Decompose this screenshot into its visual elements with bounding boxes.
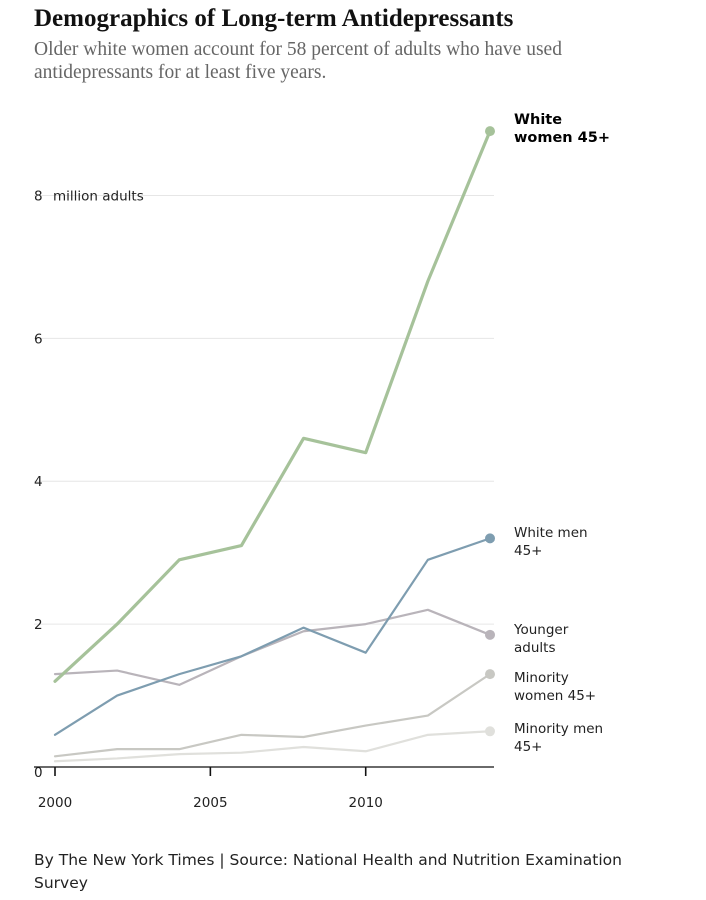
chart-subtitle: Older white women account for 58 percent… — [34, 39, 562, 83]
y-tick-label-8: 8 — [34, 188, 43, 204]
series-label-white-men-45: White men 45+ — [514, 525, 588, 559]
line-chart: 0 2 4 6 8 million adults 2000 2005 2010 Minorit… — [34, 112, 610, 811]
x-axis: 2000 2005 2010 — [34, 766, 494, 811]
y-tick-label-6: 6 — [34, 331, 43, 347]
y-tick-label-4: 4 — [34, 474, 43, 490]
series-line-white-men-45 — [53, 537, 492, 736]
series-endpoint-minority-women-45 — [485, 669, 495, 680]
series-line-minority-men-45 — [53, 730, 492, 763]
series-endpoint-white-men-45 — [485, 533, 495, 544]
series-label-white-women-45: White women 45+ — [514, 112, 610, 146]
gridlines — [34, 194, 494, 625]
series-endpoint-younger-adults — [485, 629, 495, 640]
y-axis-ticks: 0 2 4 6 8 million adults — [34, 188, 144, 781]
source-credit: By The New York Times | Source: National… — [34, 851, 622, 892]
series-endpoint-white-women-45 — [485, 126, 495, 137]
series-line-white-women-45 — [53, 129, 492, 683]
y-unit-label: million adults — [53, 188, 144, 204]
series-line-minority-women-45 — [53, 673, 492, 758]
series-label-minority-women-45: Minority women 45+ — [514, 670, 596, 704]
series-labels: Minority men 45+ Minority women 45+ Younger a… — [513, 112, 610, 755]
y-tick-label-0: 0 — [34, 765, 43, 781]
series-label-minority-men-45: Minority men 45+ — [514, 721, 603, 755]
series-lines — [53, 126, 495, 763]
x-tick-label-2010: 2010 — [349, 795, 383, 811]
series-endpoint-minority-men-45 — [485, 726, 495, 737]
series-label-younger-adults: Younger adults — [513, 622, 569, 656]
chart-title: Demographics of Long-term Antidepressant… — [34, 5, 514, 32]
series-line-younger-adults — [53, 608, 492, 686]
x-tick-label-2005: 2005 — [193, 795, 227, 811]
x-tick-label-2000: 2000 — [38, 795, 72, 811]
y-tick-label-2: 2 — [34, 617, 43, 633]
